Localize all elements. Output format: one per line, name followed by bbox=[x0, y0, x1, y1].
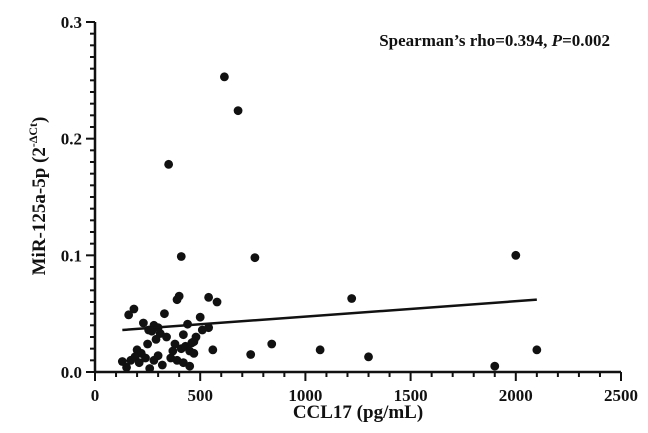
data-point bbox=[191, 332, 201, 342]
data-point bbox=[204, 292, 214, 302]
data-point bbox=[124, 310, 134, 320]
y-tick-label: 0.0 bbox=[61, 363, 82, 382]
x-tick-label: 2500 bbox=[604, 386, 638, 405]
y-tick-label: 0.1 bbox=[61, 246, 82, 265]
x-tick-label: 1000 bbox=[288, 386, 322, 405]
y-axis-title: MiR-125a-5p (2-ΔCt) bbox=[26, 117, 50, 276]
y-tick-label: 0.3 bbox=[61, 13, 82, 32]
data-point bbox=[162, 332, 171, 342]
data-point bbox=[172, 295, 182, 305]
data-point bbox=[347, 294, 357, 303]
data-point bbox=[532, 345, 542, 355]
data-point bbox=[267, 339, 277, 349]
data-point bbox=[511, 250, 521, 260]
data-point bbox=[168, 346, 178, 356]
data-point bbox=[145, 364, 155, 373]
data-point bbox=[141, 353, 150, 363]
correlation-annotation: Spearman’s rho=0.394, P=0.002 bbox=[379, 31, 610, 50]
data-point bbox=[185, 361, 195, 371]
data-point bbox=[151, 334, 161, 344]
data-point bbox=[233, 106, 243, 116]
data-point bbox=[170, 339, 180, 349]
x-tick-label: 0 bbox=[91, 386, 100, 405]
data-point bbox=[490, 361, 500, 371]
x-tick-label: 2000 bbox=[499, 386, 533, 405]
data-point bbox=[178, 330, 188, 340]
regression-line bbox=[122, 298, 537, 332]
data-point bbox=[160, 309, 169, 319]
data-point bbox=[195, 312, 205, 322]
data-point bbox=[364, 352, 373, 362]
y-tick-label: 0.2 bbox=[61, 130, 82, 149]
data-point bbox=[164, 159, 174, 169]
data-point bbox=[129, 304, 139, 314]
data-point bbox=[246, 350, 256, 359]
data-point bbox=[189, 348, 199, 358]
data-point bbox=[138, 318, 148, 328]
x-tick-label: 1500 bbox=[394, 386, 428, 405]
data-point bbox=[143, 339, 153, 349]
data-points bbox=[117, 72, 542, 373]
data-point bbox=[153, 351, 163, 361]
tick-labels: 0.0 0.1 0.2 0.3 0 500 1000 1500 2000 2500 bbox=[61, 13, 638, 405]
data-point bbox=[204, 323, 214, 333]
data-point bbox=[208, 345, 218, 355]
data-point bbox=[134, 358, 144, 368]
x-axis-title: CCL17 (pg/mL) bbox=[293, 402, 423, 423]
data-point bbox=[176, 252, 186, 261]
data-point bbox=[315, 345, 325, 355]
tick-marks bbox=[86, 21, 622, 381]
data-point bbox=[250, 253, 260, 263]
x-tick-label: 500 bbox=[187, 386, 213, 405]
axes bbox=[93, 22, 621, 374]
data-point bbox=[122, 362, 131, 372]
data-point bbox=[157, 360, 167, 370]
data-point bbox=[219, 72, 229, 82]
data-point bbox=[212, 297, 222, 307]
